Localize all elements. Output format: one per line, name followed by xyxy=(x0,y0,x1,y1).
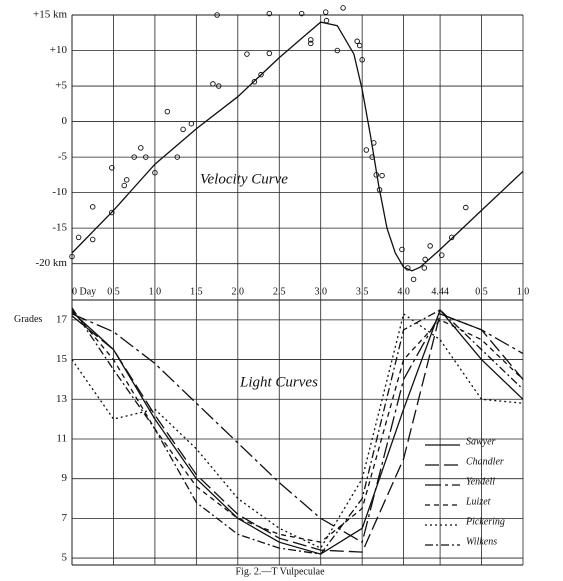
data-point xyxy=(463,204,469,211)
data-point xyxy=(410,276,417,283)
x-tick-label: 4.0 xyxy=(397,286,410,297)
y-tick-label: 11 xyxy=(56,432,67,444)
x-tick-label: 2.5 xyxy=(273,286,286,297)
caption: Fig. 2.—T Vulpeculae xyxy=(235,566,325,577)
y-tick-label: -15 xyxy=(52,222,67,234)
annotation: Velocity Curve xyxy=(200,171,288,187)
data-point xyxy=(244,51,250,57)
x-tick-label: 1.0 xyxy=(149,286,162,297)
data-point xyxy=(214,12,220,18)
data-point xyxy=(421,265,428,271)
data-point xyxy=(334,47,341,54)
data-point xyxy=(363,147,370,153)
data-point xyxy=(369,154,375,160)
y-tick-label: 5 xyxy=(62,552,68,564)
x-tick-label: 1.5 xyxy=(190,286,203,297)
data-point xyxy=(405,265,411,271)
data-point xyxy=(379,172,385,179)
data-line xyxy=(71,309,524,543)
data-point xyxy=(422,256,428,263)
data-point xyxy=(340,5,346,11)
data-point xyxy=(123,177,130,183)
legend-label: Wilkens xyxy=(466,536,497,547)
legend-label: Chandler xyxy=(466,456,504,467)
y-tick-label: 13 xyxy=(56,393,68,405)
data-point xyxy=(323,17,330,24)
data-point xyxy=(109,165,115,171)
y-tick-label: 7 xyxy=(62,512,68,524)
data-point xyxy=(266,50,273,57)
y-tick-label: -20 km xyxy=(36,257,68,269)
y-tick-label: 17 xyxy=(56,313,68,325)
data-point xyxy=(89,204,96,210)
data-point xyxy=(308,37,314,43)
data-point xyxy=(188,120,195,127)
data-point xyxy=(373,172,380,178)
data-point xyxy=(69,253,75,260)
data-line xyxy=(71,21,524,272)
x-tick-label: 0.5 xyxy=(107,286,120,297)
data-point xyxy=(121,182,127,189)
data-line xyxy=(71,313,524,544)
x-tick-label: 0.5 xyxy=(475,286,488,297)
data-point xyxy=(89,236,96,243)
data-point xyxy=(448,234,455,241)
x-tick-label: 2.0 xyxy=(232,286,245,297)
data-point xyxy=(298,10,305,17)
y-tick-label: +10 xyxy=(50,44,68,56)
data-line xyxy=(71,308,524,555)
data-point xyxy=(399,246,405,253)
data-point xyxy=(210,81,216,87)
data-point xyxy=(174,154,181,160)
data-point xyxy=(75,234,82,241)
legend-label: Yendell xyxy=(466,476,495,487)
x-tick-label: 0 Day xyxy=(72,286,96,297)
data-point xyxy=(359,57,365,63)
legend-label: Pickering xyxy=(465,516,505,527)
legend-label: Luizet xyxy=(465,496,491,507)
data-point xyxy=(427,243,433,249)
data-line xyxy=(71,312,524,549)
legend-label: Sawyer xyxy=(466,436,496,447)
y-tick-label: -5 xyxy=(58,151,68,163)
annotation: Light Curves xyxy=(239,374,318,390)
y-tick-label: 0 xyxy=(62,115,68,127)
y-tick-label: -10 xyxy=(52,186,67,198)
data-point xyxy=(322,9,329,15)
data-point xyxy=(109,209,115,216)
data-point xyxy=(215,83,222,89)
data-point xyxy=(152,169,158,176)
data-point xyxy=(439,252,445,258)
data-point xyxy=(266,10,273,17)
data-point xyxy=(308,40,314,47)
data-line xyxy=(71,313,524,553)
data-point xyxy=(258,71,264,78)
data-point xyxy=(356,42,363,49)
data-point xyxy=(354,38,360,45)
x-tick-label: 4.44 xyxy=(431,286,449,297)
data-point xyxy=(164,108,171,115)
data-point xyxy=(138,145,144,151)
x-tick-label: 1.0 xyxy=(517,286,530,297)
x-tick-label: 3.0 xyxy=(314,286,327,297)
data-point xyxy=(180,126,186,133)
y-axis-label: Grades xyxy=(14,314,42,325)
y-tick-label: +15 km xyxy=(33,9,67,21)
y-tick-label: 15 xyxy=(56,353,68,365)
y-tick-label: +5 xyxy=(55,80,67,92)
y-tick-label: 9 xyxy=(62,472,68,484)
data-point xyxy=(376,187,383,193)
data-line xyxy=(71,307,524,555)
data-point xyxy=(131,154,137,160)
data-point xyxy=(143,154,149,160)
data-point xyxy=(251,79,258,85)
data-point xyxy=(371,140,377,146)
x-tick-label: 3.5 xyxy=(356,286,369,297)
